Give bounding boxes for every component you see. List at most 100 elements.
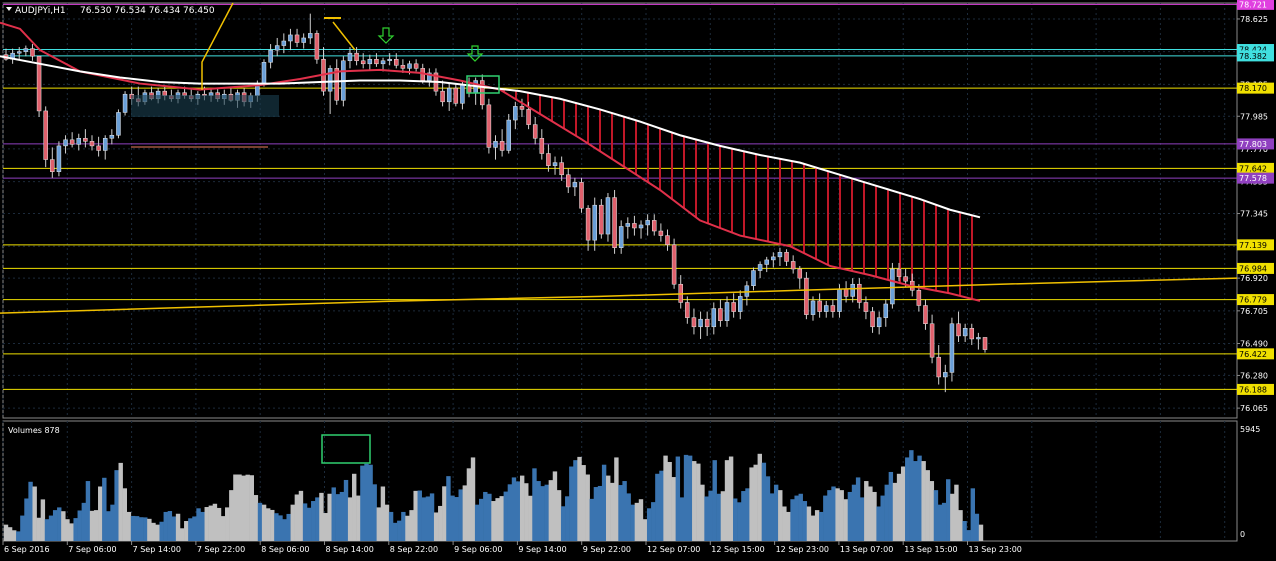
volume-bar[interactable] <box>52 510 58 541</box>
volume-bar[interactable] <box>638 499 644 541</box>
volume-bar[interactable] <box>24 498 29 541</box>
candle-body[interactable] <box>817 300 822 312</box>
volume-bar[interactable] <box>298 490 304 541</box>
volume-bar[interactable] <box>728 456 734 541</box>
volume-bar[interactable] <box>573 460 578 541</box>
volume-bar[interactable] <box>16 531 21 541</box>
volume-bar[interactable] <box>917 455 922 541</box>
candle-body[interactable] <box>890 268 895 305</box>
volume-bar[interactable] <box>900 466 906 541</box>
candle-body[interactable] <box>96 145 101 151</box>
volume-bar[interactable] <box>630 504 635 541</box>
volume-bar[interactable] <box>569 466 574 541</box>
candle-body[interactable] <box>63 139 68 147</box>
candle-body[interactable] <box>658 230 664 236</box>
volume-bar[interactable] <box>417 490 422 541</box>
volume-bar[interactable] <box>347 497 353 541</box>
candle-body[interactable] <box>936 356 941 378</box>
candle-body[interactable] <box>599 204 604 235</box>
volume-bar[interactable] <box>458 489 463 541</box>
volume-bar[interactable] <box>757 453 762 541</box>
candle-body[interactable] <box>962 328 968 337</box>
candle-body[interactable] <box>43 110 48 160</box>
volume-bar[interactable] <box>184 521 189 541</box>
candle-body[interactable] <box>261 62 267 84</box>
candle-body[interactable] <box>969 328 975 340</box>
volume-bar[interactable] <box>36 517 41 541</box>
candle-body[interactable] <box>685 302 690 318</box>
candle-body[interactable] <box>301 37 306 43</box>
volume-bar[interactable] <box>593 487 599 541</box>
volume-bar[interactable] <box>257 502 263 541</box>
volume-bar[interactable] <box>114 470 119 541</box>
volume-bar[interactable] <box>93 510 99 541</box>
candle-body[interactable] <box>883 303 889 318</box>
volume-bar[interactable] <box>311 501 316 541</box>
volume-bar[interactable] <box>606 475 611 541</box>
volume-bar[interactable] <box>57 507 62 541</box>
volume-bar[interactable] <box>831 486 836 541</box>
candle-body[interactable] <box>552 162 558 166</box>
volume-bar[interactable] <box>589 498 595 541</box>
range-box[interactable] <box>131 95 279 117</box>
volume-bar[interactable] <box>552 471 558 541</box>
volume-bar[interactable] <box>581 465 586 541</box>
volume-bar[interactable] <box>208 505 214 541</box>
volume-bar[interactable] <box>929 481 935 541</box>
candle-body[interactable] <box>499 141 505 151</box>
volume-bar[interactable] <box>741 491 746 541</box>
volume-bar[interactable] <box>753 464 758 541</box>
volume-bar[interactable] <box>896 473 902 541</box>
volume-bar[interactable] <box>290 504 295 541</box>
dropdown-icon[interactable] <box>6 7 12 11</box>
volume-bar[interactable] <box>671 477 676 541</box>
candle-body[interactable] <box>526 109 531 125</box>
volume-bar[interactable] <box>319 492 324 541</box>
candle-body[interactable] <box>513 106 518 121</box>
volume-bar[interactable] <box>69 523 74 541</box>
volume-bar[interactable] <box>212 503 218 541</box>
volume-bar[interactable] <box>946 479 951 541</box>
candle-body[interactable] <box>618 226 624 248</box>
volume-bar[interactable] <box>626 493 631 541</box>
candle-body[interactable] <box>440 90 445 103</box>
volume-bar[interactable] <box>642 519 648 541</box>
volume-bar[interactable] <box>474 504 480 541</box>
volume-bar[interactable] <box>585 474 590 541</box>
volume-bar[interactable] <box>483 491 488 541</box>
candle-body[interactable] <box>777 252 783 258</box>
candle-body[interactable] <box>413 63 419 69</box>
volume-bar[interactable] <box>282 519 287 541</box>
volume-bar[interactable] <box>118 462 123 541</box>
volume-bar[interactable] <box>667 461 672 541</box>
volume-bar[interactable] <box>339 491 345 541</box>
volume-bar[interactable] <box>884 484 889 541</box>
candle-body[interactable] <box>446 87 452 103</box>
volume-bar[interactable] <box>733 498 738 541</box>
volume-bar[interactable] <box>425 496 431 541</box>
volume-bar[interactable] <box>380 486 386 541</box>
volume-bar[interactable] <box>651 502 656 541</box>
candle-body[interactable] <box>744 285 750 297</box>
volume-bar[interactable] <box>577 456 582 541</box>
volume-bar[interactable] <box>397 520 402 541</box>
candle-body[interactable] <box>532 124 538 139</box>
candle-body[interactable] <box>427 72 432 81</box>
volume-bar[interactable] <box>679 497 685 541</box>
volume-bar[interactable] <box>704 496 709 541</box>
volume-bar[interactable] <box>327 493 332 541</box>
volume-bar[interactable] <box>65 519 70 541</box>
volume-bar[interactable] <box>507 484 513 541</box>
volume-bar[interactable] <box>700 484 705 541</box>
volume-bar[interactable] <box>388 511 394 541</box>
volume-bar[interactable] <box>270 509 275 541</box>
candle-body[interactable] <box>268 49 273 63</box>
volume-bar[interactable] <box>167 511 173 541</box>
volume-bar[interactable] <box>769 493 775 541</box>
volume-bar[interactable] <box>495 498 500 541</box>
volume-bar[interactable] <box>610 482 615 541</box>
candle-body[interactable] <box>519 106 525 110</box>
volume-bar[interactable] <box>356 495 361 541</box>
candle-body[interactable] <box>605 197 611 235</box>
